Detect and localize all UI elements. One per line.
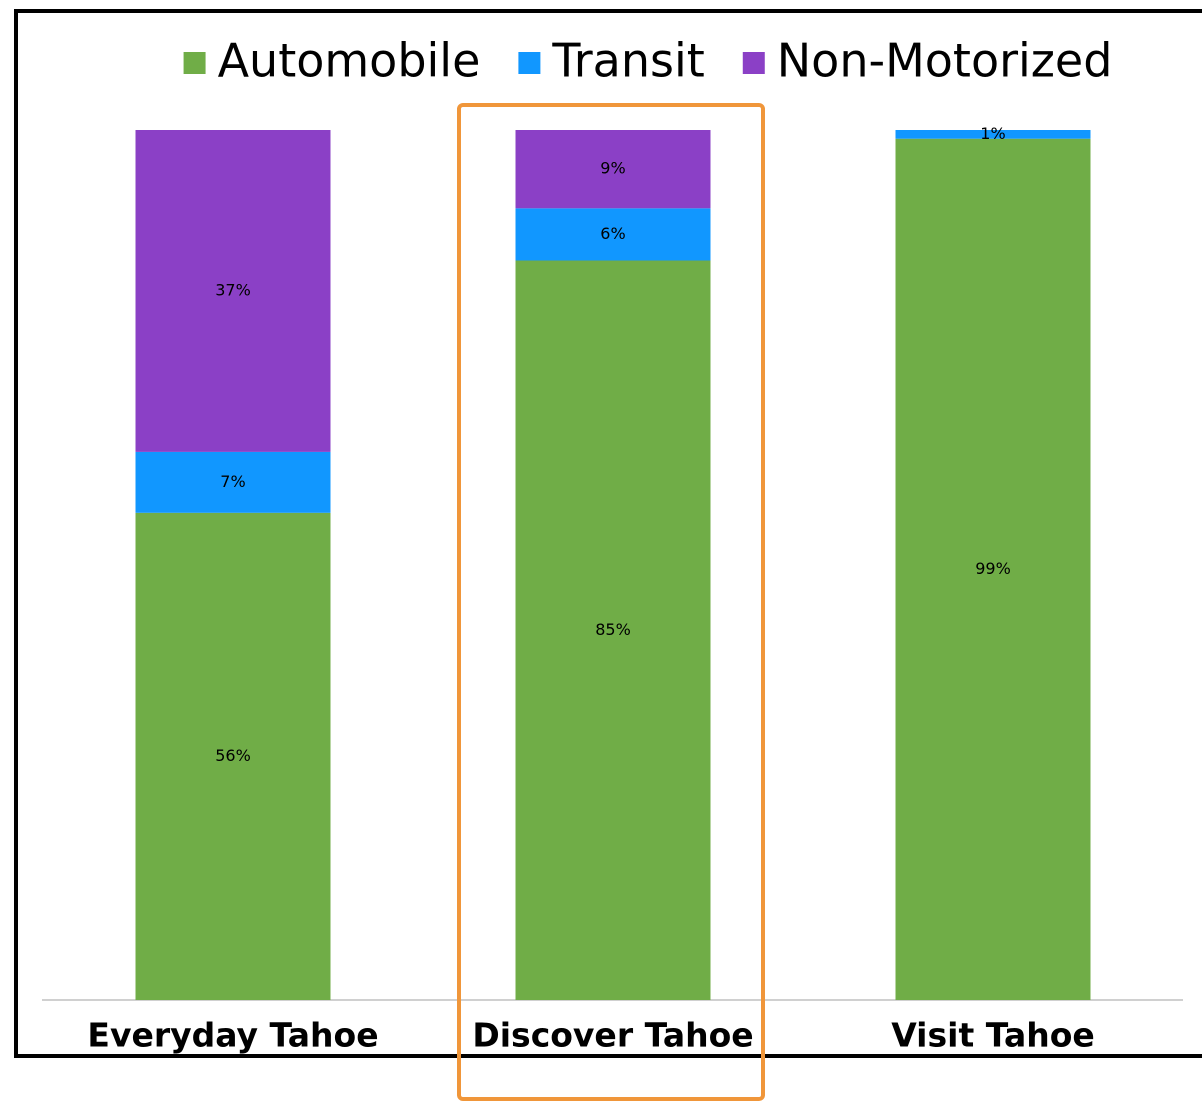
legend-item: Non-Motorized	[742, 34, 1113, 88]
bar-segment	[515, 130, 711, 209]
legend-swatch	[518, 52, 541, 74]
x-tick-label: Everyday Tahoe	[87, 1016, 378, 1055]
value-label: 99%	[975, 559, 1011, 578]
legend-label: Non-Motorized	[777, 34, 1113, 88]
legend-label: Automobile	[218, 34, 481, 88]
bar-segment	[135, 512, 331, 1000]
value-label: 9%	[600, 159, 625, 178]
plot: 56% 7% 37% Everyday Tahoe 85% 6% 9% Discover Ta…	[87, 34, 1112, 1055]
value-label: 37%	[215, 280, 251, 299]
value-label: 7%	[220, 472, 245, 491]
value-label: 85%	[595, 620, 631, 639]
frame	[14, 9, 1202, 1058]
bar-segment	[135, 451, 331, 513]
bar-segment	[895, 138, 1091, 1000]
highlight-box	[457, 103, 765, 1101]
legend-item: Automobile	[183, 34, 481, 88]
bar-segment	[515, 260, 711, 1000]
x-tick-label: Visit Tahoe	[891, 1016, 1095, 1055]
bar-segment	[895, 130, 1091, 139]
x-tick-label: Discover Tahoe	[472, 1016, 753, 1055]
value-label: 6%	[600, 224, 625, 243]
legend-swatch	[742, 52, 765, 74]
bar-segment	[135, 130, 331, 452]
legend-label: Transit	[551, 34, 704, 88]
value-label: 1%	[980, 124, 1005, 143]
bar-segment	[515, 208, 711, 261]
value-label: 56%	[215, 746, 251, 765]
legend-item: Transit	[518, 34, 705, 88]
legend-swatch	[183, 52, 206, 74]
